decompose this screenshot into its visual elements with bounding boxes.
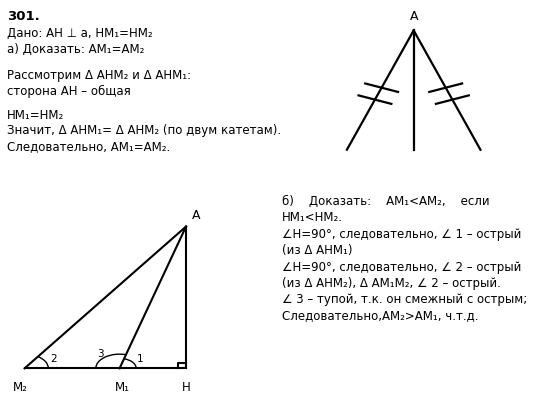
Text: M₂: M₂ (12, 381, 27, 394)
Text: H: H (182, 381, 191, 394)
Text: а) Доказать: АМ₁=АМ₂: а) Доказать: АМ₁=АМ₂ (7, 43, 144, 56)
Text: A: A (409, 10, 418, 23)
Text: (из Δ АНМ₂), Δ АМ₁М₂, ∠ 2 – острый.: (из Δ АНМ₂), Δ АМ₁М₂, ∠ 2 – острый. (282, 277, 501, 290)
Text: 2: 2 (51, 354, 57, 364)
Text: Рассмотрим Δ АНМ₂ и Δ АНМ₁:: Рассмотрим Δ АНМ₂ и Δ АНМ₁: (7, 69, 191, 82)
Text: 3: 3 (98, 349, 104, 359)
Text: 301.: 301. (7, 10, 40, 23)
Text: ∠Н=90°, следовательно, ∠ 2 – острый: ∠Н=90°, следовательно, ∠ 2 – острый (282, 261, 522, 274)
Text: 1: 1 (137, 354, 144, 364)
Text: A: A (192, 209, 201, 222)
Text: M₁: M₁ (115, 381, 130, 394)
Text: Значит, Δ АНМ₁= Δ АНМ₂ (по двум катетам).: Значит, Δ АНМ₁= Δ АНМ₂ (по двум катетам)… (7, 124, 281, 137)
Text: Следовательно, АМ₁=АМ₂.: Следовательно, АМ₁=АМ₂. (7, 140, 170, 153)
Text: б)    Доказать:    АМ₁<АМ₂,    если: б) Доказать: АМ₁<АМ₂, если (282, 195, 490, 208)
Text: НМ₁<НМ₂.: НМ₁<НМ₂. (282, 211, 343, 224)
Text: Следовательно,АМ₂>АМ₁, ч.т.д.: Следовательно,АМ₂>АМ₁, ч.т.д. (282, 309, 479, 322)
Text: Дано: АН ⊥ a, НМ₁=НМ₂: Дано: АН ⊥ a, НМ₁=НМ₂ (7, 27, 153, 40)
Text: ∠Н=90°, следовательно, ∠ 1 – острый: ∠Н=90°, следовательно, ∠ 1 – острый (282, 228, 522, 241)
Text: НМ₁=НМ₂: НМ₁=НМ₂ (7, 109, 64, 122)
Text: ∠ 3 – тупой, т.к. он смежный с острым;: ∠ 3 – тупой, т.к. он смежный с острым; (282, 293, 528, 306)
Text: (из Δ АНМ₁): (из Δ АНМ₁) (282, 244, 353, 257)
Text: сторона АН – общая: сторона АН – общая (7, 85, 130, 98)
